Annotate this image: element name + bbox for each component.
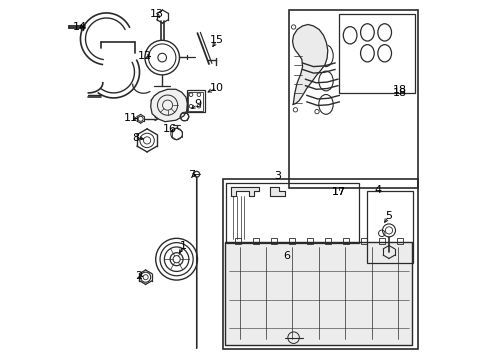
Text: 17: 17 bbox=[332, 187, 345, 197]
Text: 16: 16 bbox=[162, 124, 176, 134]
Text: 11: 11 bbox=[123, 113, 138, 123]
Bar bbox=[189, 92, 203, 111]
Text: 2: 2 bbox=[136, 271, 143, 281]
Bar bbox=[253, 238, 259, 244]
Bar bbox=[367, 191, 414, 263]
Text: 18: 18 bbox=[393, 88, 407, 98]
Bar bbox=[307, 238, 313, 244]
Bar bbox=[289, 238, 294, 244]
Text: 6: 6 bbox=[283, 251, 290, 261]
Bar bbox=[339, 14, 415, 93]
Text: 18: 18 bbox=[393, 85, 407, 95]
Bar bbox=[361, 238, 367, 244]
Bar bbox=[289, 10, 418, 188]
Polygon shape bbox=[270, 187, 285, 196]
Text: 9: 9 bbox=[194, 99, 201, 109]
Bar bbox=[235, 238, 241, 244]
Bar bbox=[325, 238, 331, 244]
Bar bbox=[379, 238, 385, 244]
Bar bbox=[271, 238, 277, 244]
Text: 14: 14 bbox=[73, 22, 86, 32]
Bar bbox=[343, 238, 349, 244]
Bar bbox=[222, 179, 418, 349]
Text: 12: 12 bbox=[138, 51, 152, 61]
Polygon shape bbox=[293, 24, 328, 104]
Text: 8: 8 bbox=[133, 132, 140, 143]
Text: 10: 10 bbox=[210, 83, 224, 93]
Bar bbox=[187, 90, 205, 112]
Text: 17: 17 bbox=[332, 186, 345, 197]
Bar bbox=[226, 183, 359, 243]
Bar bbox=[225, 242, 413, 345]
Bar bbox=[397, 238, 403, 244]
Text: 7: 7 bbox=[188, 170, 196, 180]
Polygon shape bbox=[231, 187, 259, 196]
Text: 3: 3 bbox=[274, 171, 281, 181]
Polygon shape bbox=[225, 242, 413, 345]
Text: 1: 1 bbox=[180, 241, 187, 251]
Text: 4: 4 bbox=[375, 185, 382, 195]
Polygon shape bbox=[151, 89, 187, 122]
Text: 13: 13 bbox=[149, 9, 164, 19]
Text: 5: 5 bbox=[386, 211, 392, 221]
Text: 15: 15 bbox=[210, 35, 224, 45]
